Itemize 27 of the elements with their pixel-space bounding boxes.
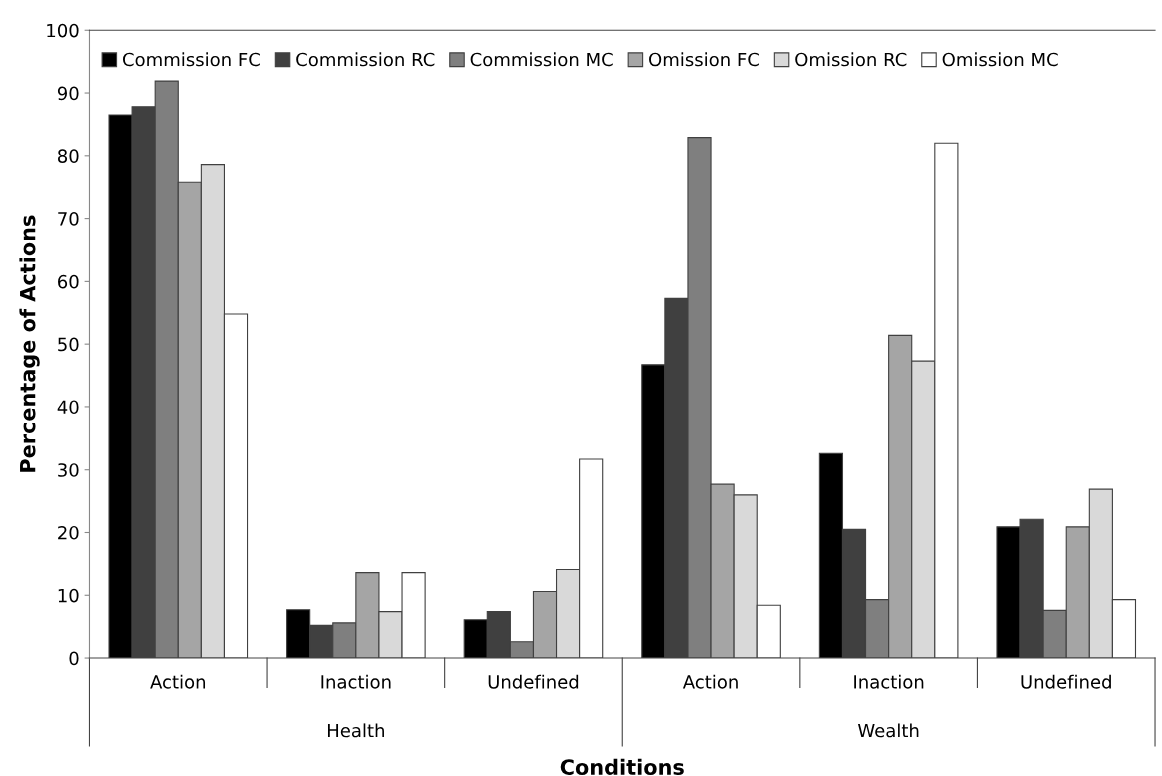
y-tick-label: 0 [69,651,79,666]
y-axis-title: Percentage of Actions [19,215,40,472]
y-tick-label: 20 [58,525,79,540]
text: Health [327,723,384,738]
x-axis-title: Conditions [560,758,684,775]
y-tick-label: 70 [58,212,79,226]
y-tick-label: 100 [47,23,79,38]
x-tick-label: Inaction [854,674,924,689]
y-tick-label: 40 [57,400,79,415]
legend-label: Omission FC [649,52,759,67]
x-tick-label: Action [150,674,206,689]
y-tick-label: 90 [57,86,79,101]
x-tick-label: Undefined [1021,674,1111,689]
legend-label: Commission MC [470,52,613,67]
x-tick-label: Undefined [488,674,579,689]
legend-label: Omission RC [795,52,907,67]
y-tick-label: 50 [58,337,79,352]
y-tick-label: 30 [58,463,79,477]
y-tick-label: 10 [58,588,79,603]
legend-label: Omission MC [942,52,1058,67]
legend-label: Commission FC [122,52,260,67]
y-tick-label: 60 [58,274,79,289]
text: Wealth [857,723,919,738]
y-tick-label: 80 [58,149,79,163]
x-tick-label: Action [682,674,738,689]
x-tick-label: Inaction [321,674,391,689]
legend-label: Commission RC [296,52,435,67]
